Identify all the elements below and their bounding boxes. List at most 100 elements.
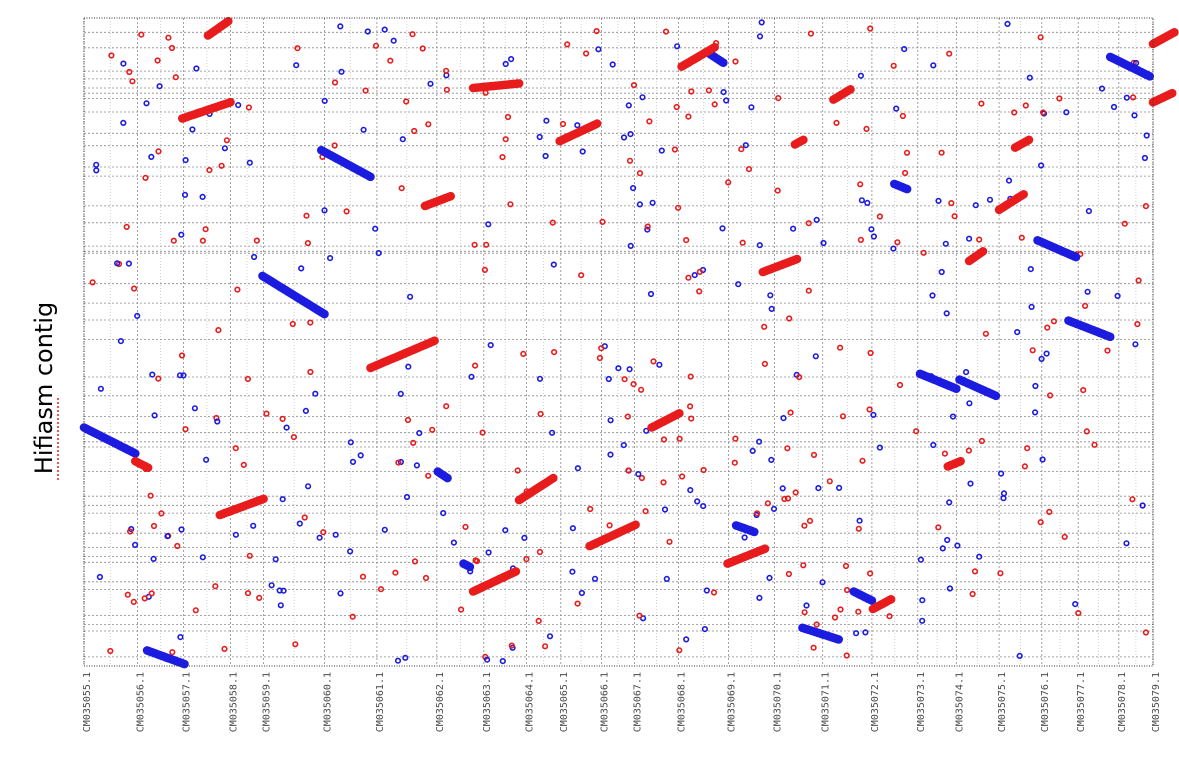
scatter-point — [1141, 154, 1148, 162]
scatter-point — [1061, 533, 1068, 541]
scatter-point — [142, 174, 149, 181]
scatter-point — [685, 274, 692, 281]
scatter-point — [521, 534, 528, 542]
scatter-point — [938, 268, 945, 276]
alignment-point — [226, 97, 235, 107]
scatter-point — [141, 595, 148, 602]
scatter-point — [151, 412, 158, 419]
scatter-point — [564, 41, 571, 48]
scatter-point — [487, 342, 494, 349]
forward-alignment — [868, 594, 896, 614]
scatter-point — [639, 94, 646, 101]
scatter-point — [484, 656, 491, 663]
scatter-point — [508, 642, 515, 649]
forward-alignment — [468, 567, 521, 596]
x-tick-label: CM035077.1 — [1076, 672, 1087, 732]
scatter-point — [732, 58, 739, 65]
scatter-point — [756, 594, 763, 602]
scatter-point — [1046, 392, 1054, 399]
forward-alignment — [758, 254, 802, 277]
scatter-point — [1104, 347, 1111, 354]
scatter-point — [1000, 495, 1007, 502]
scatter-point — [807, 30, 815, 37]
x-tick-label: CM035071.1 — [821, 672, 832, 732]
scatter-point — [666, 538, 673, 545]
alignment-point — [846, 85, 855, 94]
alignment-point — [1145, 72, 1155, 81]
scatter-point — [214, 418, 221, 425]
scatter-point — [705, 87, 713, 94]
alignment-point — [902, 184, 912, 194]
scatter-point — [1114, 292, 1121, 300]
scatter-point — [935, 524, 942, 531]
forward-alignment — [964, 247, 988, 266]
scatter-point — [775, 94, 782, 102]
scatter-point — [289, 320, 296, 328]
scatter-point — [155, 375, 162, 382]
scatter-point — [290, 434, 298, 441]
scatter-point — [126, 68, 133, 76]
scatter-point — [507, 201, 514, 208]
scatter-point — [919, 597, 926, 604]
scatter-point — [732, 435, 739, 442]
x-tick-label: CM035066.1 — [599, 672, 610, 732]
alignment-point — [886, 594, 896, 604]
scatter-point — [919, 617, 926, 624]
scatter-point — [394, 657, 402, 664]
scatter-point — [279, 415, 286, 423]
scatter-point — [96, 573, 103, 581]
scatter-point — [803, 602, 810, 609]
scatter-point — [913, 428, 920, 435]
scatter-point — [719, 225, 726, 232]
scatter-point — [392, 569, 399, 576]
scatter-point — [1080, 387, 1087, 394]
scatter-point — [831, 614, 839, 621]
scatter-point — [232, 445, 239, 452]
scatter-point — [411, 558, 419, 565]
scatter-point — [559, 120, 567, 128]
scatter-point — [948, 200, 955, 207]
scatter-point — [656, 361, 663, 368]
scatter-point — [986, 196, 994, 203]
scatter-point — [886, 613, 893, 620]
scatter-point — [866, 570, 874, 577]
scatter-point — [182, 426, 189, 433]
scatter-point — [595, 46, 602, 53]
scatter-point — [644, 226, 651, 233]
scatter-point — [579, 148, 586, 155]
scatter-point — [815, 485, 822, 492]
reverse-alignment — [79, 423, 140, 458]
scatter-point — [1135, 277, 1142, 284]
scatter-point — [357, 452, 364, 459]
scatter-point — [857, 181, 864, 188]
scatter-point — [678, 473, 686, 480]
scatter-point — [312, 390, 319, 397]
scatter-point — [701, 625, 709, 633]
scatter-point — [671, 146, 679, 153]
scatter-point — [969, 590, 976, 598]
scatter-point — [863, 125, 870, 132]
reverse-alignment — [433, 467, 452, 483]
x-tick-label: CM035069.1 — [727, 672, 738, 732]
alignment-point — [675, 408, 684, 418]
alignment-point — [366, 172, 375, 182]
scatter-point — [855, 525, 862, 532]
scatter-point — [930, 62, 937, 69]
scatter-point — [372, 225, 379, 232]
scatter-point — [630, 381, 637, 388]
scatter-point — [390, 37, 397, 44]
scatter-point — [901, 169, 909, 177]
scatter-point — [1026, 74, 1033, 81]
forward-alignment — [420, 191, 456, 211]
forward-alignment — [723, 544, 770, 568]
scatter-point — [1142, 629, 1149, 636]
scatter-point — [1110, 103, 1118, 111]
scatter-point — [967, 480, 974, 487]
scatter-point — [627, 242, 634, 249]
scatter-point — [930, 441, 937, 449]
scatter-point — [574, 465, 582, 472]
x-tick-label: CM035073.1 — [916, 672, 927, 732]
scatter-point — [1016, 652, 1023, 660]
scatter-point — [637, 386, 645, 393]
scatter-point — [739, 239, 746, 246]
